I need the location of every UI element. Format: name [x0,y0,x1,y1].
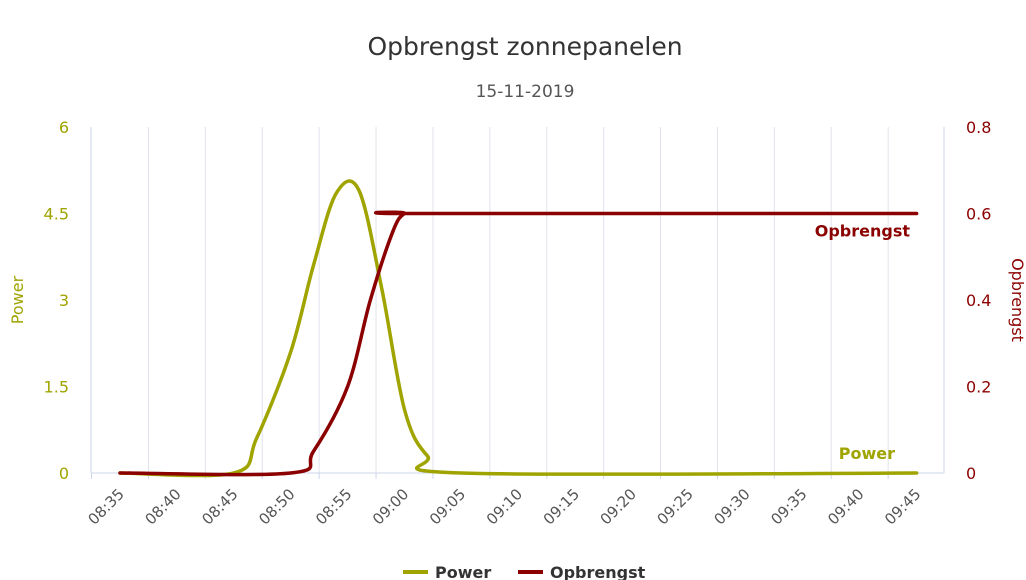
series-end-label-power: Power [839,444,895,463]
y-tick-left: 4.5 [44,205,69,224]
x-tick-label: 09:40 [824,485,867,528]
legend-label-power: Power [435,563,491,580]
y-tick-right: 0.2 [966,378,991,397]
legend: Power Opbrengst [403,563,646,580]
y-tick-left: 3 [59,291,69,310]
x-tick-label: 08:45 [198,485,241,528]
series-end-label-opbrengst: Opbrengst [815,222,911,241]
chart-subtitle: 15-11-2019 [476,82,575,102]
y-tick-right: 0 [966,464,976,483]
y-tick-right: 0.4 [966,291,991,310]
chart-title: Opbrengst zonnepanelen [367,32,682,61]
label-layer: Power Opbrengst [815,222,911,464]
y-tick-left: 0 [59,464,69,483]
y-tick-left: 1.5 [44,378,69,397]
x-tick-label: 09:15 [540,485,583,528]
series-line-power [118,179,919,478]
x-tick-label: 09:05 [426,485,469,528]
x-tick-label: 08:55 [312,485,355,528]
y-axis-title-left: Power [8,275,27,324]
legend-item-opbrengst[interactable]: Opbrengst [518,563,646,580]
y-tick-right: 0.8 [966,118,991,137]
x-tick-label: 09:25 [654,485,697,528]
x-tick-label: 09:30 [710,485,753,528]
x-tick-label: 08:40 [141,485,184,528]
legend-item-power[interactable]: Power [403,563,491,580]
x-tick-label: 09:10 [483,485,526,528]
x-tick-label: 08:35 [85,485,128,528]
x-tick-label: 08:50 [255,485,298,528]
x-tick-label: 09:45 [881,485,924,528]
legend-label-opbrengst: Opbrengst [550,563,646,580]
grid-layer [147,127,889,473]
x-tick-label: 09:20 [597,485,640,528]
y-axis-title-right: Opbrengst [1008,258,1026,342]
y-tick-right: 0.6 [966,205,991,224]
y-tick-left: 6 [59,118,69,137]
series-layer [118,179,919,478]
series-line-opbrengst [118,210,919,477]
x-tick-label: 09:35 [767,485,810,528]
axis-layer: 0 1.5 3 4.5 6 0 0.2 0.4 0.6 0.8 08:35 08:40 08:45 08:… [44,118,992,528]
x-tick-label: 09:00 [369,485,412,528]
